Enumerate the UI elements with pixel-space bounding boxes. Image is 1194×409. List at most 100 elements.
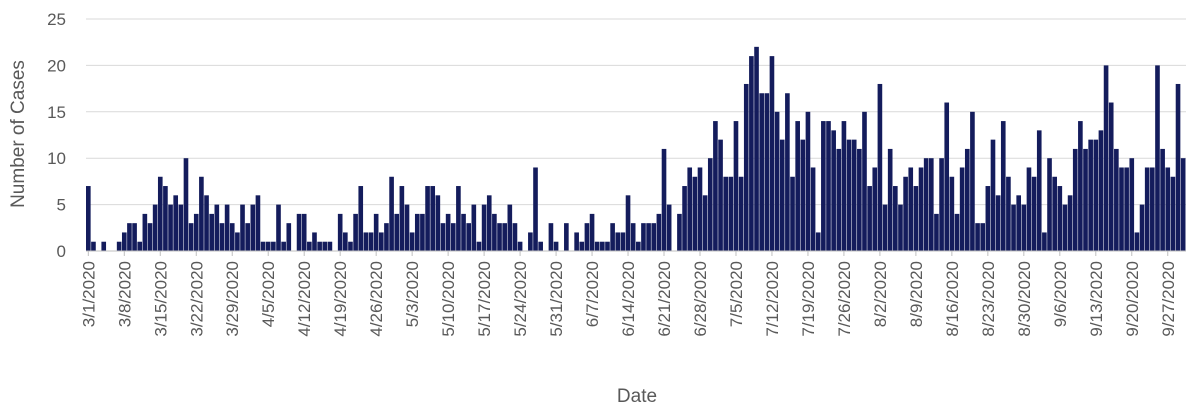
bar	[399, 186, 405, 251]
bar	[944, 102, 950, 252]
gridlines	[86, 18, 1186, 206]
bar	[677, 213, 682, 251]
y-tick-label: 25	[47, 10, 66, 29]
bar	[533, 167, 538, 251]
y-tick-labels: 0 5 10 15 20 25	[47, 10, 66, 261]
bar	[445, 213, 451, 251]
x-tick-label: 9/20/2020	[1123, 261, 1142, 337]
bar	[800, 139, 806, 251]
bar	[1000, 121, 1006, 251]
bar	[600, 241, 605, 251]
bar	[240, 204, 245, 251]
bar	[188, 223, 194, 251]
x-tick-label: 8/16/2020	[943, 261, 962, 337]
bar	[1170, 176, 1176, 251]
bar	[348, 241, 353, 251]
bar	[1124, 167, 1129, 251]
bar	[785, 93, 790, 252]
y-tick-label: 10	[47, 149, 66, 168]
bar	[774, 111, 780, 251]
bar	[862, 111, 867, 251]
bar	[492, 213, 497, 251]
bar	[898, 204, 903, 251]
bar	[343, 232, 348, 251]
bar	[420, 213, 425, 251]
bar	[425, 186, 430, 251]
bar	[723, 176, 729, 251]
bar	[157, 176, 163, 251]
bar	[245, 223, 250, 251]
bar	[615, 232, 621, 251]
bar	[389, 176, 394, 251]
bar	[810, 167, 816, 251]
bar	[975, 223, 980, 251]
x-tick-label: 5/24/2020	[511, 261, 530, 337]
bar	[928, 158, 934, 251]
bar	[882, 204, 888, 251]
bar	[790, 176, 795, 251]
x-tick-label: 7/12/2020	[763, 261, 782, 337]
x-tick-label: 9/27/2020	[1159, 261, 1178, 337]
x-tick-label: 7/26/2020	[835, 261, 854, 337]
bar	[409, 232, 415, 251]
bar	[913, 186, 919, 251]
bar	[805, 111, 811, 251]
bar	[404, 204, 410, 251]
bar	[132, 223, 137, 251]
bar	[378, 232, 384, 251]
bar	[1093, 139, 1099, 251]
bar	[666, 204, 672, 251]
bar	[101, 241, 107, 251]
bar	[579, 241, 585, 251]
bar	[826, 121, 831, 251]
bar	[995, 195, 1001, 251]
x-tick-label: 4/12/2020	[295, 261, 314, 337]
bar	[841, 121, 847, 251]
bar	[1108, 102, 1114, 252]
bar	[337, 213, 343, 251]
bar	[1062, 204, 1068, 251]
x-axis-title: Date	[617, 386, 657, 407]
bar	[867, 186, 872, 251]
bar	[353, 213, 358, 251]
bar	[1067, 195, 1073, 251]
bar	[795, 121, 800, 251]
bar	[682, 186, 687, 251]
bar	[127, 223, 132, 251]
bar	[450, 223, 456, 251]
bar	[358, 186, 364, 251]
bar	[872, 167, 878, 251]
bar	[1042, 232, 1047, 251]
x-tick-label: 5/3/2020	[403, 261, 422, 327]
bar	[821, 121, 826, 251]
bar	[481, 204, 487, 251]
bar	[183, 158, 189, 251]
bar	[713, 121, 718, 251]
x-tick-label: 3/22/2020	[187, 261, 206, 337]
bar	[250, 204, 256, 251]
bar	[152, 204, 158, 251]
bar	[121, 232, 127, 251]
bar	[116, 241, 122, 251]
bar	[959, 167, 965, 251]
bar	[476, 241, 482, 251]
bar	[970, 111, 975, 251]
bar	[687, 167, 693, 251]
bar	[86, 186, 91, 251]
bar	[651, 223, 657, 251]
bar	[692, 176, 698, 251]
bar	[209, 213, 214, 251]
y-tick-label: 20	[47, 56, 66, 75]
bar	[923, 158, 929, 251]
bar	[265, 241, 271, 251]
bar	[286, 223, 292, 251]
bar	[373, 213, 379, 251]
bar	[1057, 186, 1063, 251]
bar	[327, 241, 333, 251]
bar	[435, 195, 441, 251]
x-tick-label: 6/7/2020	[583, 261, 602, 327]
x-tick-label: 4/5/2020	[259, 261, 278, 327]
bar	[1160, 148, 1165, 251]
bar	[368, 232, 374, 251]
